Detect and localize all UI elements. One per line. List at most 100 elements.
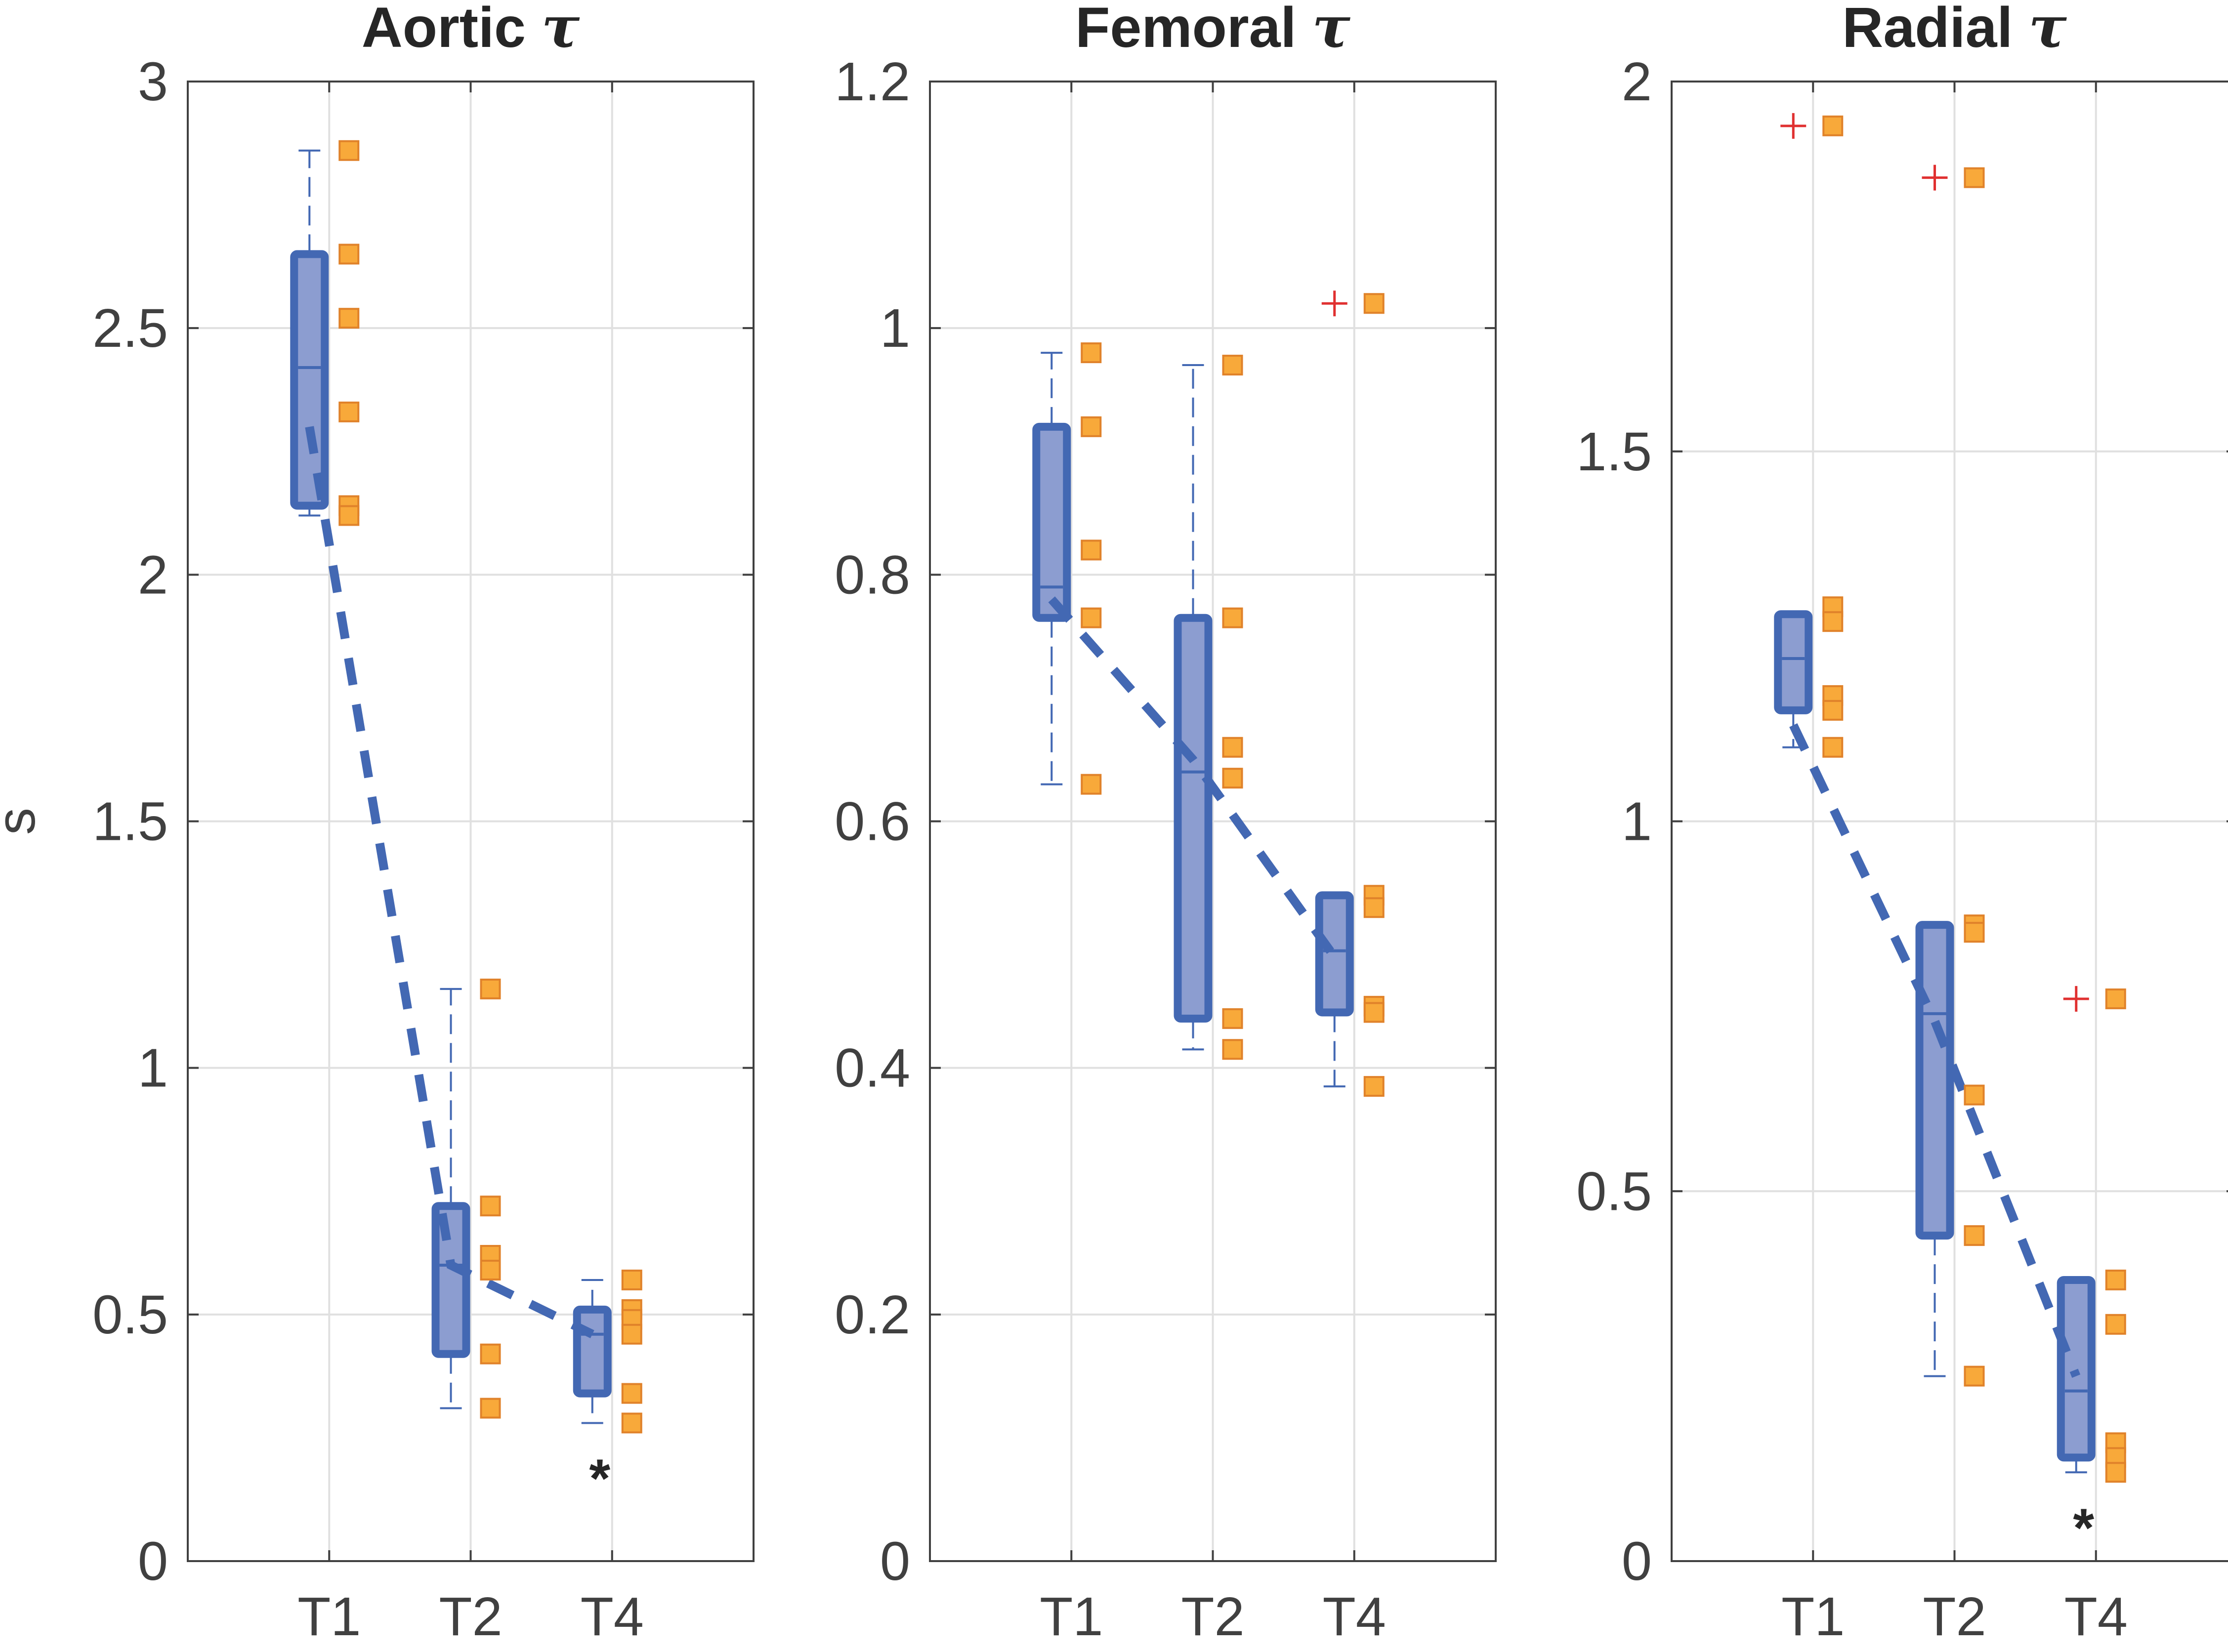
data-point (1964, 1225, 1985, 1246)
y-tick-label: 1.2 (835, 51, 910, 112)
data-point (1222, 737, 1243, 758)
x-tick-label-t4: T4 (581, 1586, 644, 1647)
y-axis-label: s (0, 808, 46, 835)
data-point (1363, 1002, 1385, 1023)
mean-trend-line (1048, 596, 1339, 960)
box-t1 (1032, 422, 1071, 622)
y-tick-label: 1.5 (1576, 421, 1652, 482)
y-tick-label: 0.8 (835, 544, 910, 605)
data-point (1822, 115, 1844, 136)
y-tick-label: 1.5 (92, 791, 168, 852)
y-tick-label: 2 (138, 544, 168, 605)
x-tick-label-t1: T1 (1781, 1586, 1845, 1647)
data-point (621, 1323, 642, 1345)
data-point (1363, 897, 1385, 918)
outlier-marker (1321, 290, 1347, 317)
outlier-marker (1922, 165, 1948, 191)
x-tick-label-t2: T2 (439, 1586, 502, 1647)
data-point (2105, 1269, 2126, 1290)
y-tick-label: 2 (1622, 51, 1652, 112)
mean-trend-line (305, 426, 594, 1338)
panel-aortic: 0 0.5 1 1.5 2 2.5 3 T1 T2 T4 Aortic τ s * (0, 0, 755, 1647)
y-tick-label: 3 (138, 51, 168, 112)
y-tick-label: 0.4 (835, 1038, 910, 1099)
data-point (1222, 355, 1243, 376)
data-point (1822, 737, 1844, 758)
data-point (1222, 1039, 1243, 1060)
box-t1 (290, 250, 329, 510)
x-tick-label-t4: T4 (2064, 1586, 2128, 1647)
data-point (1081, 607, 1102, 628)
x-tick-label-t1: T1 (1040, 1586, 1103, 1647)
box-t4 (2057, 1276, 2096, 1462)
y-tick-label: 2.5 (92, 298, 168, 359)
box-t4 (1315, 891, 1354, 1017)
significance-marker: * (589, 1448, 610, 1509)
data-point (621, 1269, 642, 1290)
box-t4 (573, 1305, 612, 1398)
x-tick-label-t1: T1 (297, 1586, 361, 1647)
data-point (1081, 774, 1102, 795)
title-tau-symbol: τ (1312, 0, 1350, 61)
data-point (1964, 1365, 1985, 1387)
panel-femoral: 0 0.2 0.4 0.6 0.8 1 1.2 T1 T2 T4 Femoral τ (835, 0, 1497, 1647)
y-tick-label: 0 (1622, 1531, 1652, 1592)
title-tau-symbol: τ (542, 0, 580, 61)
data-point (621, 1383, 642, 1404)
chart-title: Radial τ (1842, 0, 2067, 61)
data-point (338, 244, 360, 265)
data-point (1964, 922, 1985, 943)
data-point (1222, 607, 1243, 628)
data-point (1964, 167, 1985, 188)
y-tick-label: 0.6 (835, 791, 910, 852)
data-point (1822, 611, 1844, 632)
data-point (1081, 342, 1102, 364)
data-point (338, 308, 360, 329)
data-point (338, 140, 360, 161)
y-tick-label: 0 (138, 1531, 168, 1592)
data-point (1081, 416, 1102, 437)
significance-marker: * (2073, 1497, 2094, 1558)
box-t2 (431, 1202, 470, 1358)
x-tick-label-t2: T2 (1923, 1586, 1986, 1647)
data-point (1222, 1008, 1243, 1029)
outlier-marker (1780, 113, 1807, 139)
x-tick-label-t4: T4 (1323, 1586, 1386, 1647)
data-point (2105, 1314, 2126, 1335)
data-point (338, 401, 360, 422)
box-t2 (1174, 614, 1213, 1023)
data-point (2105, 1462, 2126, 1483)
data-point (1363, 1076, 1385, 1097)
chart-title: Aortic τ (362, 0, 580, 61)
box-t1 (1774, 610, 1813, 714)
data-point (480, 1196, 501, 1217)
y-tick-label: 1 (138, 1038, 168, 1099)
data-point (621, 1412, 642, 1434)
y-tick-label: 1 (880, 298, 910, 359)
data-point (480, 1343, 501, 1364)
data-point (1363, 293, 1385, 314)
title-tau-symbol: τ (2028, 0, 2067, 61)
chart-title: Femoral τ (1075, 0, 1350, 61)
mean-trend-line (1789, 723, 2081, 1378)
data-point (338, 505, 360, 526)
data-point (1822, 700, 1844, 721)
y-tick-label: 1 (1622, 791, 1652, 852)
data-point (480, 1398, 501, 1419)
y-tick-label: 0.5 (92, 1284, 168, 1345)
panel-radial: 0 0.5 1 1.5 2 T1 T2 T4 Radial τ * (1576, 0, 2228, 1647)
data-point (1081, 539, 1102, 561)
data-point (480, 978, 501, 999)
data-point (1222, 768, 1243, 789)
box-t2 (1915, 921, 1954, 1240)
outlier-marker (2063, 986, 2089, 1012)
y-tick-label: 0.5 (1576, 1161, 1652, 1222)
data-point (480, 1259, 501, 1280)
data-point (1964, 1084, 1985, 1106)
x-tick-label-t2: T2 (1181, 1586, 1244, 1647)
data-point (2105, 988, 2126, 1009)
y-tick-label: 0.2 (835, 1284, 910, 1345)
y-tick-label: 0 (880, 1531, 910, 1592)
